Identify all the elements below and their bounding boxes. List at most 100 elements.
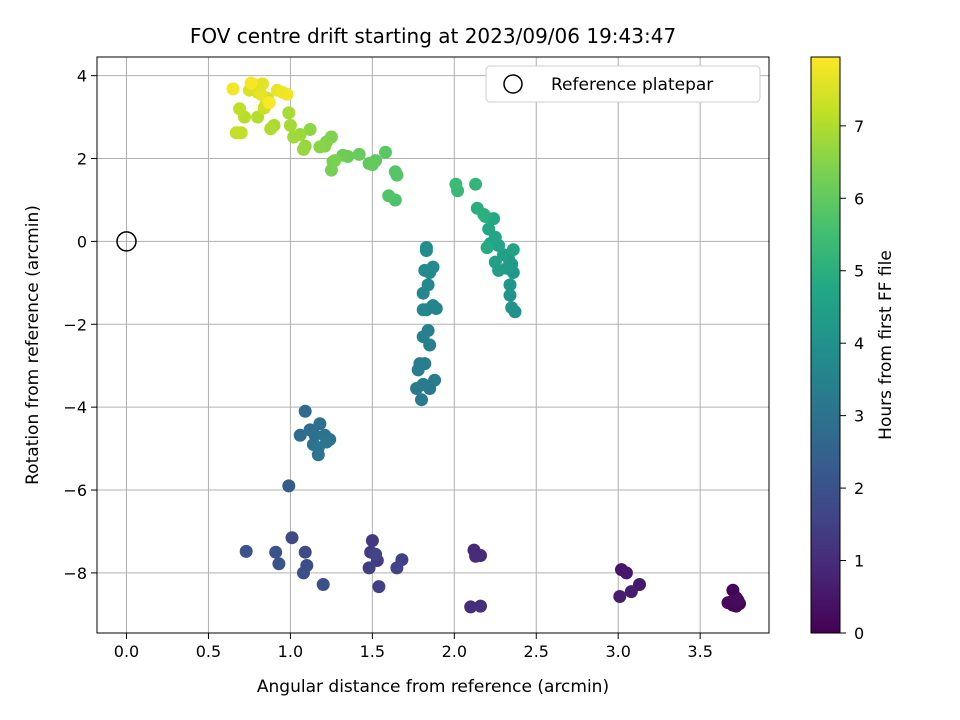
plot-area: 0.0 0.5 1.0 1.5 2.0 2.5 3.0 3.5 −8 −6 −4 −2 0 2 4 <box>63 56 770 661</box>
colorbar-label: Hours from first FF file <box>876 250 896 440</box>
scatter-point <box>264 122 278 136</box>
scatter-point <box>283 118 297 132</box>
x-axis: 0.0 0.5 1.0 1.5 2.0 2.5 3.0 3.5 <box>114 633 713 661</box>
scatter-point <box>297 142 310 156</box>
scatter-point <box>233 102 247 116</box>
legend-box <box>485 65 761 103</box>
scatter-point <box>469 549 483 563</box>
scatter-point <box>251 110 265 124</box>
legend-marker-reference <box>503 74 523 94</box>
colorbar-tick-label: 0 <box>854 624 864 643</box>
scatter-point <box>731 593 745 607</box>
scatter-point <box>429 302 443 315</box>
reference-marker <box>116 231 137 252</box>
scatter-point <box>285 531 299 545</box>
y-tick-label: 0 <box>77 232 87 251</box>
scatter-point <box>320 435 333 449</box>
scatter-point <box>313 140 327 154</box>
y-tick-label: −8 <box>63 564 87 583</box>
scatter-point <box>419 241 433 255</box>
scatter-point <box>416 377 430 391</box>
scatter-point <box>352 147 366 161</box>
scatter-point <box>503 278 517 292</box>
scatter-point <box>303 123 317 136</box>
x-tick-label: 1.0 <box>278 642 303 661</box>
scatter-point <box>469 177 483 191</box>
reference-platepar-point <box>116 231 137 252</box>
legend: Reference platepar <box>485 65 761 103</box>
scatter-point <box>428 373 442 387</box>
scatter-point <box>293 428 307 442</box>
x-tick-label: 2.0 <box>442 642 467 661</box>
scatter-point <box>298 545 312 559</box>
scatter-point <box>613 590 627 603</box>
scatter-point <box>506 243 520 257</box>
scatter-point <box>619 566 633 580</box>
x-axis-label: Angular distance from reference (arcmin) <box>257 677 609 697</box>
colorbar-gradient <box>811 57 840 633</box>
colorbar: 0 1 2 3 4 5 6 7 <box>810 56 864 643</box>
scatter-point <box>421 324 435 337</box>
scatter-point <box>362 561 376 575</box>
colorbar-tick-label: 6 <box>854 189 864 208</box>
scatter-point <box>256 77 269 91</box>
colorbar-tick-label: 1 <box>854 552 864 571</box>
data-points <box>226 76 746 614</box>
scatter-point <box>272 557 286 571</box>
scatter-point <box>313 417 327 431</box>
scatter-point <box>474 599 487 613</box>
scatter-point <box>239 544 253 558</box>
scatter-point <box>297 566 310 580</box>
scatter-point <box>298 404 312 418</box>
scatter-point <box>262 96 276 110</box>
y-tick-label: 4 <box>77 67 87 86</box>
scatter-point <box>244 76 258 90</box>
grid <box>97 57 769 633</box>
scatter-point <box>316 578 330 591</box>
scatter-point <box>382 189 396 203</box>
scatter-point <box>464 600 478 614</box>
scatter-point <box>416 303 430 317</box>
scatter-point <box>282 479 296 493</box>
colorbar-tick-label: 5 <box>854 262 864 281</box>
scatter-point <box>482 222 496 236</box>
scatter-point <box>415 393 428 407</box>
y-tick-label: −2 <box>63 315 87 334</box>
scatter-point <box>449 177 463 191</box>
scatter-point <box>282 106 296 120</box>
scatter-point <box>280 87 294 101</box>
scatter-point <box>624 585 638 599</box>
colorbar-frame <box>810 56 841 634</box>
scatter-point <box>269 545 283 559</box>
x-tick-label: 1.5 <box>360 642 385 661</box>
scatter-point <box>254 87 268 101</box>
plot-frame <box>96 56 770 634</box>
x-tick-label: 3.5 <box>687 642 712 661</box>
x-tick-label: 3.0 <box>605 642 630 661</box>
y-axis: −8 −6 −4 −2 0 2 4 <box>63 67 97 583</box>
y-tick-label: −4 <box>63 398 87 417</box>
colorbar-tick-label: 7 <box>854 117 864 136</box>
colorbar-tick-label: 3 <box>854 407 864 426</box>
scatter-point <box>423 338 437 352</box>
scatter-point <box>480 241 494 255</box>
x-tick-label: 2.5 <box>524 642 549 661</box>
scatter-point <box>477 208 491 221</box>
colorbar-tick-label: 4 <box>854 334 864 353</box>
scatter-point <box>365 158 379 172</box>
x-tick-label: 0.5 <box>196 642 221 661</box>
scatter-point <box>328 154 342 168</box>
scatter-point <box>287 130 301 144</box>
scatter-point <box>379 145 392 159</box>
scatter-point <box>390 561 404 575</box>
scatter-point <box>421 278 435 292</box>
colorbar-ticks: 0 1 2 3 4 5 6 7 <box>840 117 864 643</box>
y-tick-label: −6 <box>63 481 87 500</box>
scatter-point <box>503 288 517 302</box>
scatter-point <box>372 580 386 594</box>
scatter-point <box>505 301 519 315</box>
scatter-point <box>411 363 425 377</box>
scatter-point <box>226 82 240 96</box>
scatter-point <box>418 263 432 277</box>
